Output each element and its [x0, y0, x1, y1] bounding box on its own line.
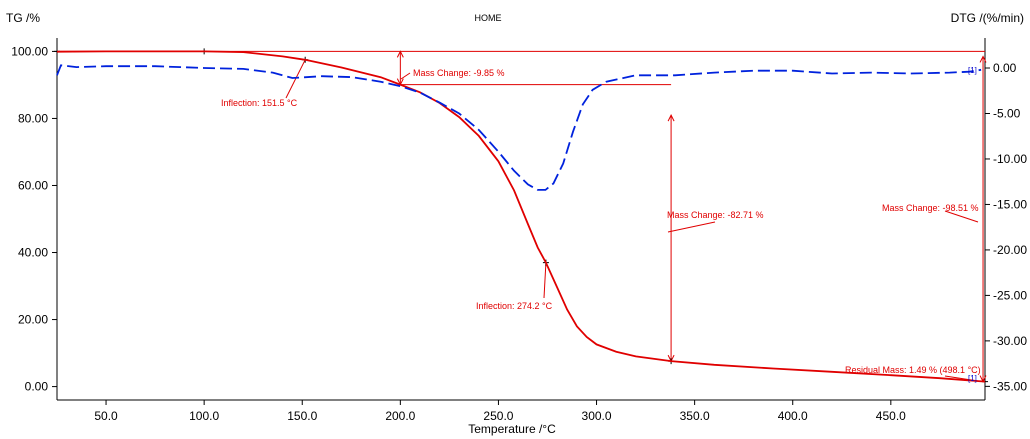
y-right-tick-label: -35.00: [993, 379, 1027, 393]
dtg-curve: [56, 64, 982, 191]
annotations: Inflection: 151.5 °C Inflection: 274.2 °…: [221, 66, 981, 383]
axis-ticks: 50.0 100.0 150.0 200.0 250.0 300.0 350.0 400.0 4…: [11, 44, 1027, 423]
x-tick-label: 350.0: [680, 409, 710, 423]
mass-change-2-arrow-head-top: [667, 113, 675, 122]
y-right-tick-label: -10.00: [993, 152, 1027, 166]
dtg-curve-marker: [1]: [968, 66, 977, 75]
y-right-tick-label: -20.00: [993, 243, 1027, 257]
y-left-tick-label: 0.00: [25, 380, 49, 394]
inflection-1-label: Inflection: 151.5 °C: [221, 98, 298, 108]
tg-curve-marker: [1]: [968, 374, 977, 383]
x-tick-label: 200.0: [385, 409, 415, 423]
tg-curve: [56, 50, 986, 383]
x-tick-label: 250.0: [483, 409, 513, 423]
y-left-tick-label: 20.00: [18, 313, 48, 327]
y-left-tick-label: 60.00: [18, 178, 48, 192]
x-tick-label: 450.0: [876, 409, 906, 423]
x-tick-label: 150.0: [287, 409, 317, 423]
inflection-1-pointer: [285, 59, 306, 99]
y-left-tick-label: 100.00: [11, 44, 48, 58]
mass-change-1-pointer: [400, 72, 411, 80]
y-left-tick-label: 40.00: [18, 246, 48, 260]
x-axis-title: Temperature /°C: [468, 422, 556, 436]
mass-change-1-label: Mass Change: -9.85 %: [413, 68, 505, 78]
mass-change-2-pointer: [667, 221, 716, 233]
y-right-tick-label: 0.00: [993, 61, 1017, 75]
mass-change-3-pointer: [944, 210, 979, 223]
y-left-axis-title: TG /%: [6, 11, 40, 25]
y-right-tick-label: -30.00: [993, 334, 1027, 348]
y-right-tick-label: -5.00: [993, 106, 1021, 120]
mass-change-3-arrow-head-top: [979, 55, 987, 63]
y-right-tick-label: -15.00: [993, 197, 1027, 211]
series-layer: [56, 50, 986, 383]
mass-change-3-label: Mass Change: -98.51 %: [882, 203, 979, 213]
y-right-tick-label: -25.00: [993, 288, 1027, 302]
annotation-guides: [54, 48, 988, 385]
y-left-tick-label: 80.00: [18, 111, 48, 125]
inflection-2-pointer: [543, 262, 547, 299]
inflection-2-label: Inflection: 274.2 °C: [476, 301, 553, 311]
mass-change-1-arrow-head-top: [396, 50, 404, 58]
x-tick-label: 300.0: [582, 409, 612, 423]
x-tick-label: 400.0: [778, 409, 808, 423]
x-tick-label: 100.0: [189, 409, 219, 423]
x-tick-label: 50.0: [94, 409, 118, 423]
plot-frame: [56, 38, 986, 401]
mass-change-2-label: Mass Change: -82.71 %: [667, 210, 764, 220]
chart-title: HOME: [475, 13, 502, 23]
y-right-axis-title: DTG /(%/min): [951, 11, 1024, 25]
residual-mass-label: Residual Mass: 1.49 % (498.1 °C): [845, 365, 981, 375]
